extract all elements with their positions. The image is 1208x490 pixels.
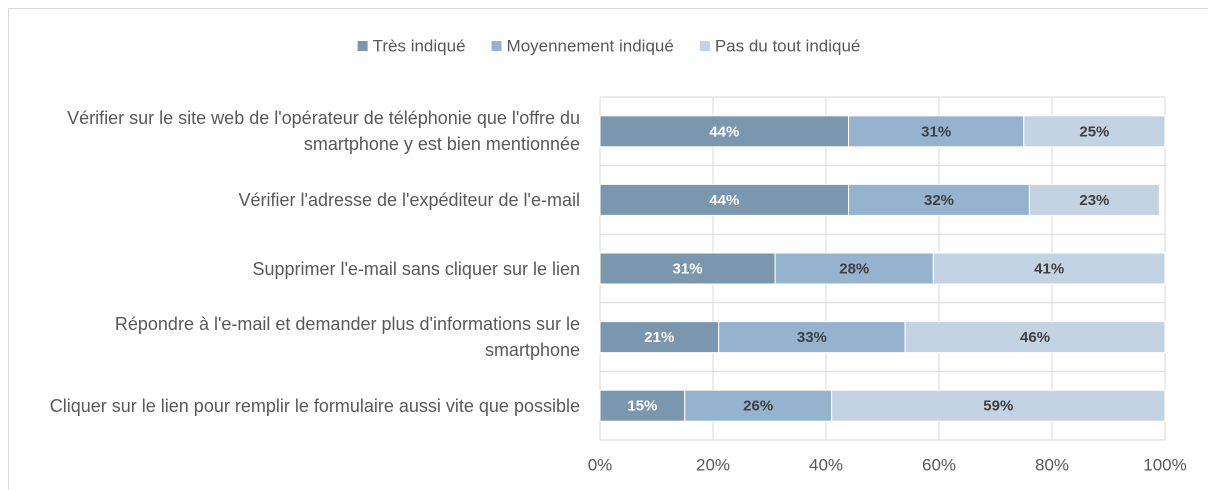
legend-swatch	[699, 41, 710, 51]
bar-segment	[932, 252, 1166, 285]
bar-segment	[718, 321, 906, 354]
value-label: 46%	[1020, 329, 1050, 346]
legend-swatch	[357, 41, 368, 51]
value-label: 44%	[709, 123, 739, 140]
legend-label: Très indiqué	[373, 36, 466, 55]
x-tick-label: 80%	[1035, 455, 1069, 474]
value-label: 26%	[743, 398, 773, 415]
bar-segment	[831, 389, 1166, 422]
value-label: 59%	[983, 398, 1013, 415]
bar-segment	[848, 183, 1030, 216]
bar-segment	[1023, 115, 1166, 148]
category-label: Vérifier l'adresse de l'expéditeur de l'…	[238, 189, 580, 210]
legend-swatch	[491, 41, 502, 51]
category-label: Supprimer l'e-mail sans cliquer sur le l…	[252, 258, 580, 279]
chart-frame	[8, 8, 1208, 490]
x-tick-label: 0%	[588, 455, 613, 474]
legend-label: Pas du tout indiqué	[715, 36, 861, 55]
value-label: 15%	[627, 398, 657, 415]
value-label: 31%	[673, 260, 703, 277]
value-label: 44%	[709, 192, 739, 209]
x-tick-label: 40%	[809, 455, 843, 474]
bar-segment	[599, 252, 776, 285]
bar-segment	[904, 321, 1166, 354]
value-label: 28%	[839, 260, 869, 277]
category-label: Répondre à l'e-mail et demander plus d'i…	[114, 314, 580, 361]
bar-segment	[848, 115, 1025, 148]
bar-segment	[599, 183, 850, 216]
value-label: 25%	[1079, 123, 1109, 140]
bar-segment	[684, 389, 833, 422]
value-label: 31%	[921, 123, 951, 140]
x-tick-label: 60%	[922, 455, 956, 474]
bar-segment	[1028, 183, 1160, 216]
category-label: Vérifier sur le site web de l'opérateur …	[67, 108, 580, 155]
legend-label: Moyennement indiqué	[507, 36, 674, 55]
value-label: 21%	[644, 329, 674, 346]
value-label: 33%	[797, 329, 827, 346]
bar-segment	[599, 321, 720, 354]
bar-segment	[599, 115, 850, 148]
value-label: 32%	[924, 192, 954, 209]
value-label: 41%	[1034, 260, 1064, 277]
x-tick-label: 20%	[696, 455, 730, 474]
x-tick-label: 100%	[1143, 455, 1186, 474]
category-label: Cliquer sur le lien pour remplir le form…	[49, 395, 580, 416]
value-label: 23%	[1079, 192, 1109, 209]
